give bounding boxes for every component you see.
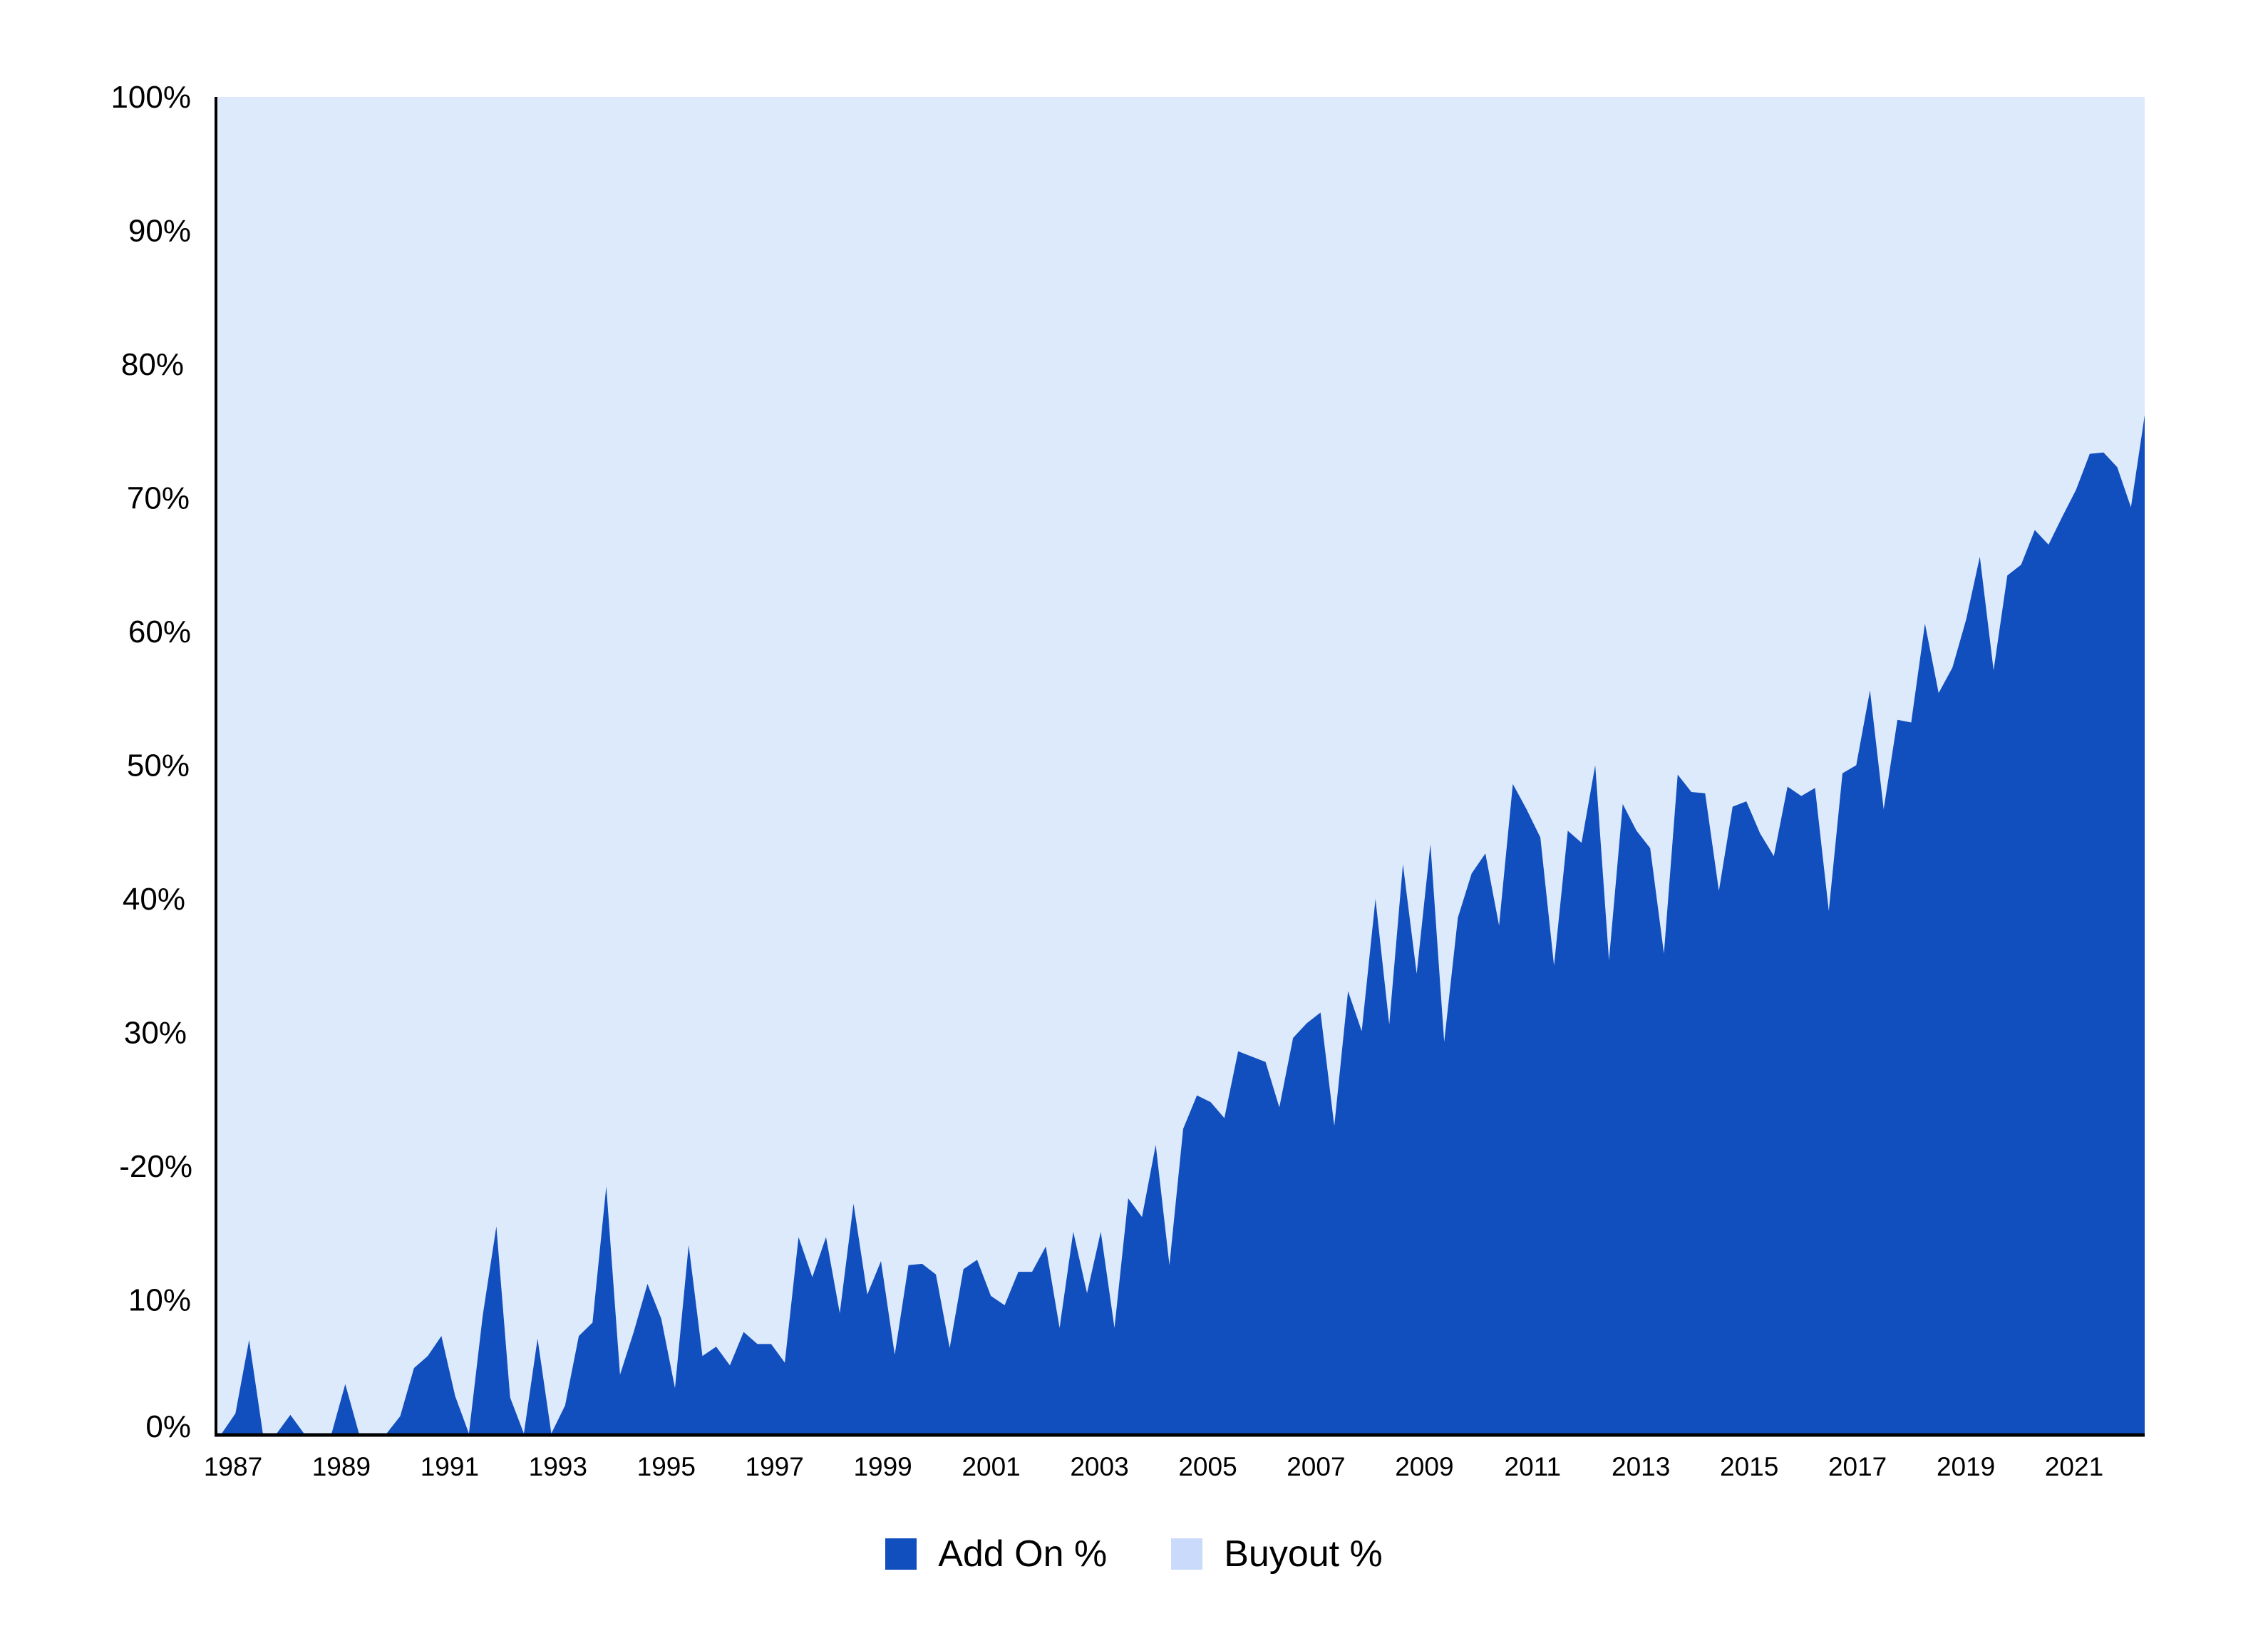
- x-tick-label: 2001: [962, 1452, 1020, 1481]
- y-tick-label: 30%: [124, 1016, 187, 1051]
- plot-area: [216, 97, 2145, 1434]
- y-tick-label: 60%: [128, 614, 191, 649]
- legend-label-buyout: Buyout %: [1224, 1533, 1383, 1575]
- x-tick-label: 2015: [1720, 1452, 1778, 1481]
- x-tick-label: 1997: [746, 1452, 804, 1481]
- x-tick-label: 1995: [637, 1452, 696, 1481]
- x-tick-label: 1989: [312, 1452, 371, 1481]
- y-tick-label: 90%: [128, 214, 191, 249]
- legend-item-buyout: Buyout %: [1171, 1533, 1383, 1575]
- add-on-area: [222, 415, 2145, 1434]
- add-on-swatch-icon: [885, 1538, 917, 1570]
- legend: Add On % Buyout %: [0, 1526, 2268, 1583]
- legend-item-add-on: Add On %: [885, 1533, 1107, 1575]
- x-tick-label: 1999: [853, 1452, 912, 1481]
- x-tick-label: 2007: [1287, 1452, 1345, 1481]
- x-tick-label: 2021: [2045, 1452, 2103, 1481]
- y-axis-ticks: 0% 10% -20% 30% 40% 50% 60% 70% 80% 90% 100%: [110, 80, 192, 1444]
- y-tick-label: 50%: [127, 748, 190, 783]
- y-tick-label: 80%: [121, 347, 184, 382]
- x-tick-label: 2009: [1395, 1452, 1453, 1481]
- y-tick-label: 100%: [110, 80, 191, 115]
- buyout-swatch-icon: [1171, 1538, 1203, 1570]
- x-tick-label: 2019: [1937, 1452, 1995, 1481]
- y-tick-label: 40%: [123, 882, 185, 917]
- x-tick-label: 2003: [1070, 1452, 1128, 1481]
- x-tick-label: 1993: [529, 1452, 587, 1481]
- x-axis-ticks: 1987 1989 1991 1993 1995 1997 1999 2001 2003 2005…: [204, 1452, 2103, 1481]
- x-tick-label: 1991: [421, 1452, 479, 1481]
- x-tick-label: 2013: [1612, 1452, 1670, 1481]
- y-tick-label: 10%: [128, 1283, 191, 1318]
- legend-label-add-on: Add On %: [938, 1533, 1108, 1575]
- y-tick-label: -20%: [119, 1149, 192, 1184]
- x-tick-label: 2011: [1505, 1452, 1562, 1481]
- x-tick-label: 2017: [1828, 1452, 1887, 1481]
- x-tick-label: 2005: [1178, 1452, 1237, 1481]
- y-tick-label: 70%: [127, 481, 190, 516]
- y-tick-label: 0%: [145, 1409, 191, 1444]
- x-tick-label: 1987: [204, 1452, 262, 1481]
